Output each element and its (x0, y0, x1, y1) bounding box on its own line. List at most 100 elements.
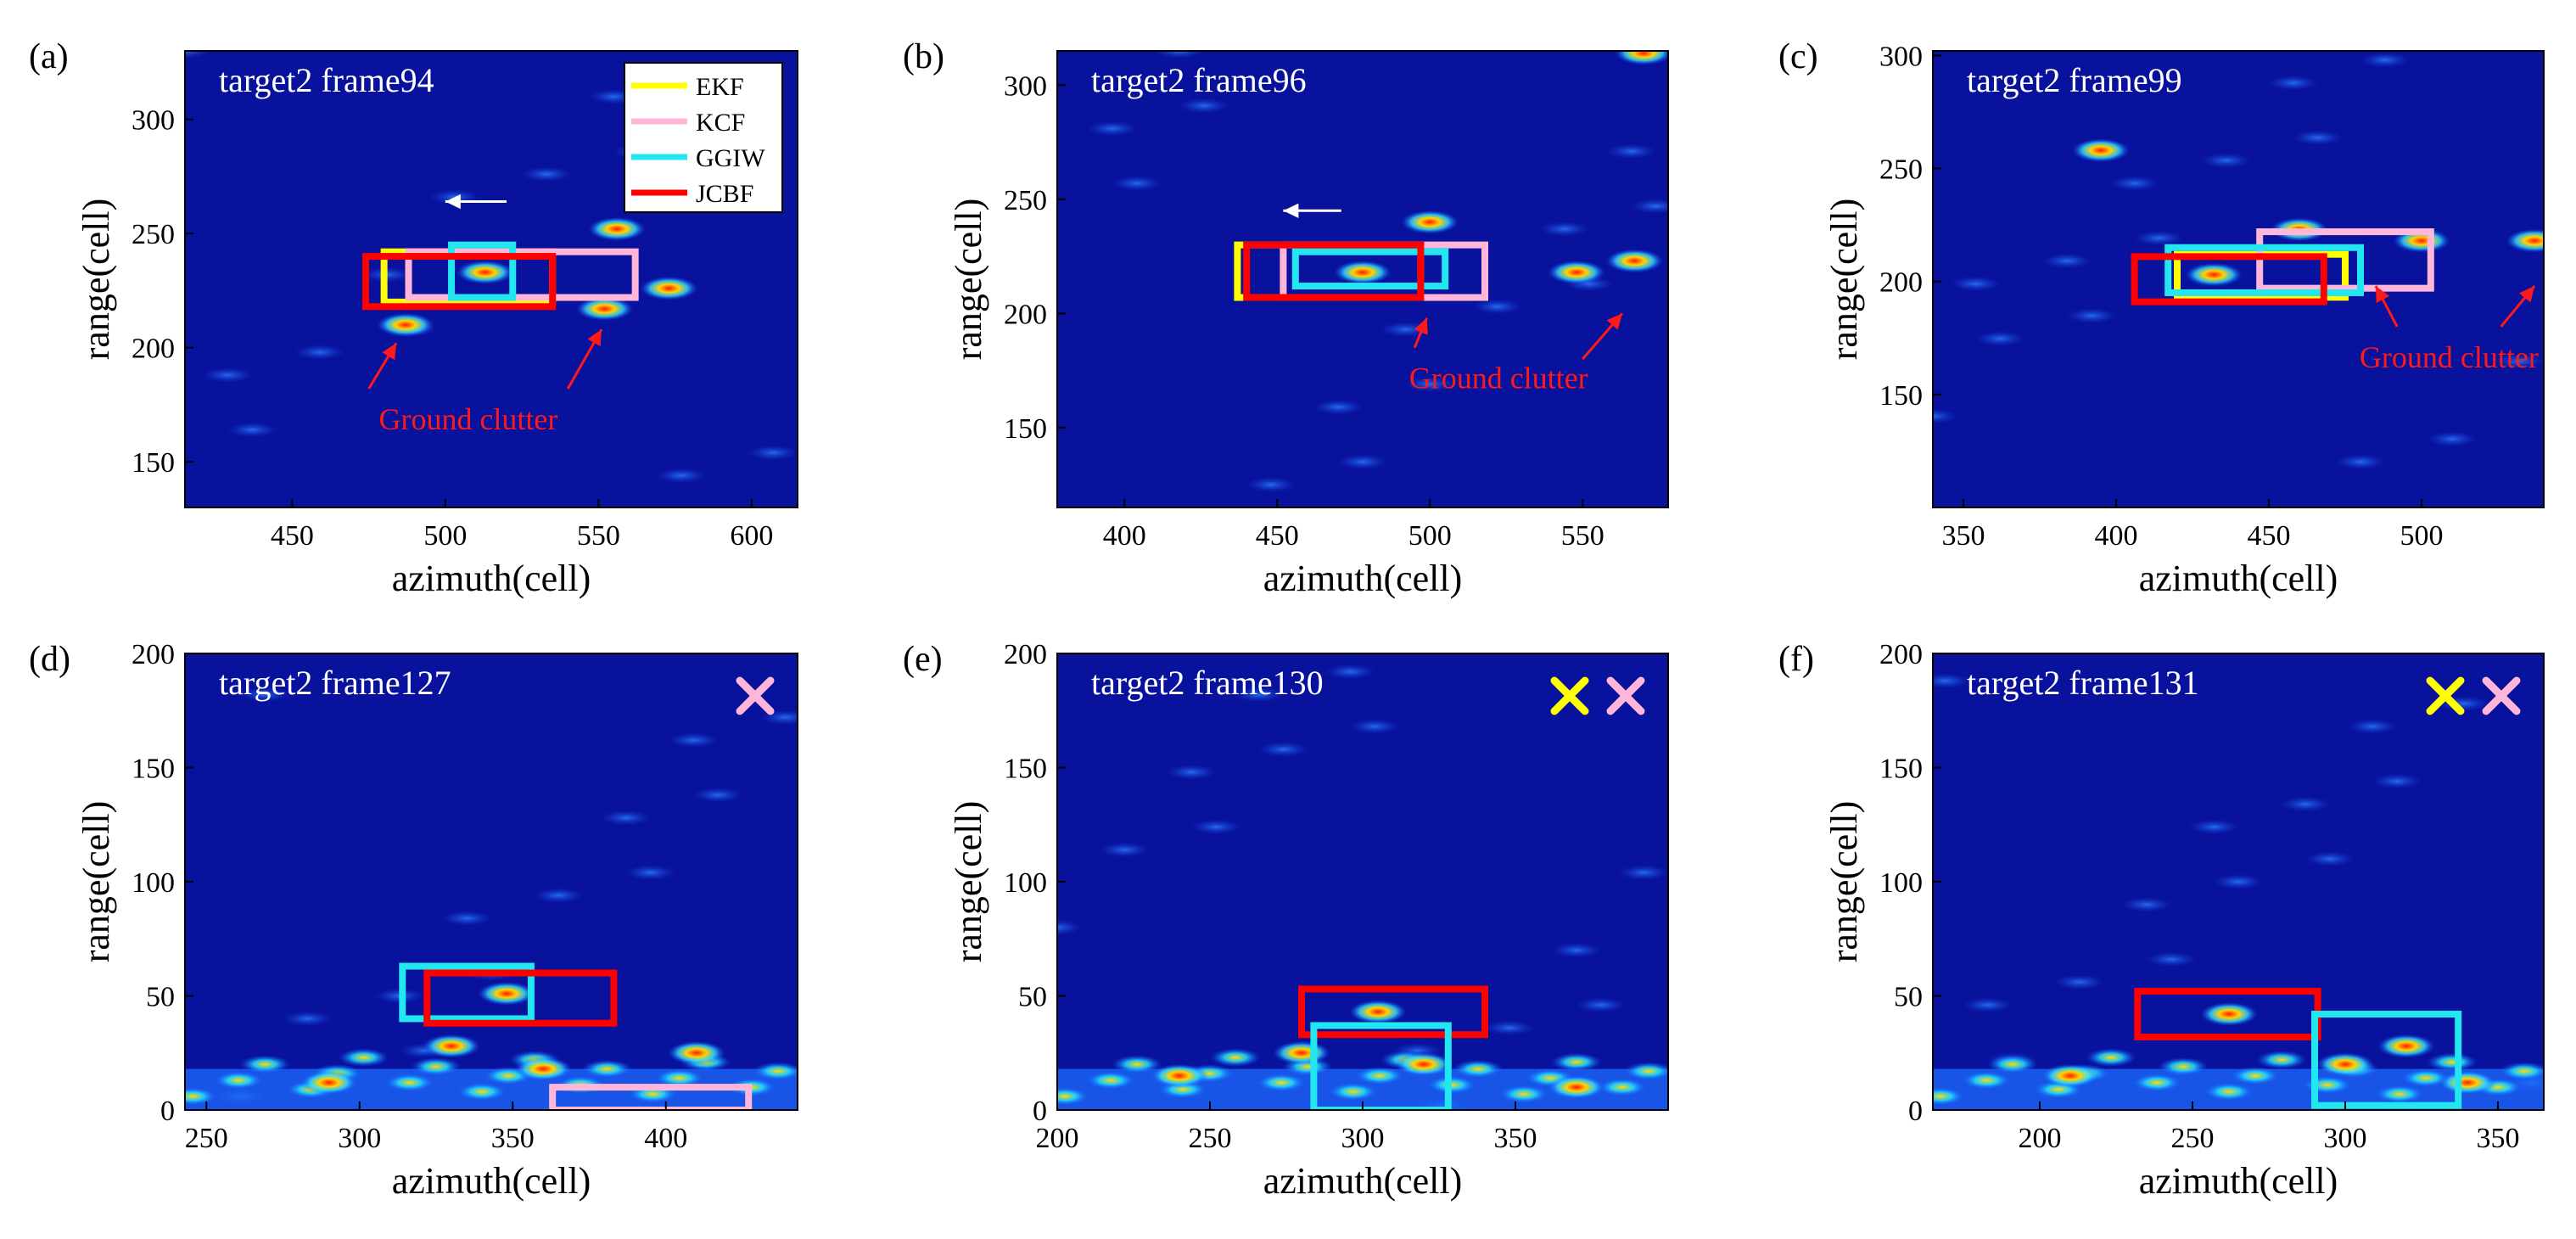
x-tick-label: 300 (338, 1123, 381, 1154)
noise-blob (2335, 454, 2386, 470)
clutter-blob (2158, 1057, 2209, 1076)
clutter-blob (1112, 1055, 1162, 1074)
hotspot (1548, 260, 1605, 284)
noise-blob (238, 687, 290, 703)
x-axis-label: azimuth(cell) (1263, 558, 1463, 599)
noise-blob (1166, 764, 1218, 780)
clutter-blob (338, 1048, 389, 1068)
noise-blob (2133, 230, 2185, 246)
noise-blob (1057, 919, 1083, 935)
hotspot (640, 276, 698, 300)
lost-kcf-icon (2482, 676, 2521, 715)
box-ggiw (2164, 244, 2364, 296)
x-tick-label: 250 (1189, 1123, 1232, 1154)
panel-title: target2 frame131 (1967, 664, 2199, 702)
y-tick-label: 100 (1879, 867, 1923, 899)
noise-blob (533, 888, 585, 904)
noise-blob (1950, 276, 2002, 292)
noise-blob (1933, 673, 1971, 689)
noise-blob (185, 51, 210, 59)
clutter-blob (1057, 1086, 1090, 1106)
plot-area: Ground clutter target2 frame96 (1057, 51, 1668, 507)
hotspot (2041, 1063, 2099, 1088)
hotspot (1548, 1075, 1605, 1100)
noise-blob (2053, 974, 2105, 990)
axes-frame (1932, 50, 2545, 508)
plot-area: target2 frame131 (1933, 653, 2544, 1110)
hotspot (1273, 1040, 1330, 1065)
panel-c: (c) Ground clutter target2 frame99 350 400 45… (1778, 37, 2545, 599)
noise-blob (1337, 454, 1388, 470)
clutter-blob (1933, 1086, 1966, 1106)
clutter-blob (456, 1082, 507, 1102)
clutter-blob (2230, 1066, 2281, 1085)
y-tick-label: 150 (1004, 754, 1047, 785)
y-tick-label: 0 (160, 1096, 175, 1127)
noise-blob (1190, 819, 1242, 835)
clutter-blob (384, 1073, 435, 1092)
x-tick-label: 350 (1942, 520, 1985, 552)
noise-blob (2267, 75, 2319, 91)
hotspot (588, 216, 647, 241)
hotspot (2200, 1002, 2259, 1027)
clutter-blob (2204, 1082, 2254, 1102)
panel-title: target2 frame130 (1091, 664, 1324, 702)
y-tick-label: 250 (1879, 154, 1923, 185)
clutter-blob (2256, 1050, 2307, 1069)
y-axis-label: range(cell) (948, 801, 989, 963)
x-tick-label: 500 (1408, 520, 1452, 552)
noise-blob (520, 166, 572, 182)
x-tick-label: 200 (2019, 1123, 2062, 1154)
box-ggiw (1291, 248, 1449, 290)
x-axis-label: azimuth(cell) (392, 1160, 591, 1202)
y-tick-label: 150 (1879, 754, 1923, 785)
x-tick-label: 500 (2400, 520, 2444, 552)
y-tick-label: 200 (1004, 299, 1047, 330)
noise-blob (1380, 322, 1431, 338)
box-jcbf (1298, 985, 1488, 1039)
noise-blob (2213, 874, 2264, 889)
clutter-blob (1354, 1066, 1405, 1085)
x-tick-label: 600 (730, 520, 773, 552)
noise-blob (1313, 399, 1364, 415)
noise-blob (2145, 951, 2197, 967)
noise-blob (2304, 851, 2355, 867)
hotspot (1349, 1000, 1407, 1024)
plot-area: target2 frame130 (1057, 653, 1668, 1110)
y-tick-label: 100 (132, 867, 175, 899)
noise-blob (1551, 942, 1602, 958)
box-ggiw (448, 241, 517, 301)
hotspot (1605, 249, 1664, 273)
y-tick-label: 250 (1004, 185, 1047, 216)
noise-blob (2372, 773, 2423, 789)
noise-blob (2347, 719, 2399, 735)
noise-blob (2200, 153, 2252, 169)
noise-blob (655, 468, 707, 484)
hotspot (423, 1034, 481, 1058)
noise-blob (202, 367, 254, 383)
hotspot (456, 260, 514, 284)
clutter-blob (2499, 1062, 2544, 1081)
y-tick-label: 50 (1018, 982, 1047, 1013)
hotspot (514, 1057, 573, 1081)
box-ggiw (2311, 1011, 2462, 1109)
y-axis-label: range(cell) (948, 199, 989, 361)
noise-blob (294, 345, 345, 361)
annotation-ground-clutter: Ground clutter (378, 402, 557, 436)
noise-blob (2041, 253, 2093, 269)
clutter-blob (213, 1071, 265, 1090)
noise-blob (1257, 741, 1309, 757)
box-kcf (405, 248, 639, 301)
clutter-blob (239, 1055, 291, 1074)
noise-blob (227, 422, 278, 438)
y-tick-label: 150 (1879, 380, 1923, 412)
clutter-blob (1961, 1071, 2012, 1090)
x-tick-label: 250 (185, 1123, 228, 1154)
noise-blob (2108, 176, 2160, 192)
arrow-head (2519, 285, 2535, 303)
y-tick-label: 200 (132, 639, 175, 670)
hotspot (2185, 262, 2243, 287)
x-tick-label: 450 (2248, 520, 2291, 552)
clutter-blob (185, 1086, 219, 1106)
